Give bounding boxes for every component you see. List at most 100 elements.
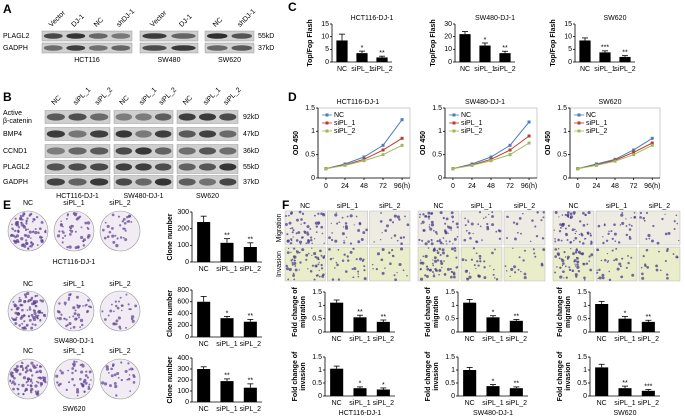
cell <box>314 221 318 225</box>
cell <box>571 269 575 273</box>
cell <box>300 236 304 239</box>
x-tick-label: siPL_2 <box>240 406 262 413</box>
panel-letter: B <box>3 90 12 104</box>
y-axis-label: Clone number <box>167 290 174 337</box>
marker <box>400 143 404 147</box>
colony <box>80 235 84 240</box>
legend-label: NC <box>586 112 596 119</box>
cell <box>338 221 341 224</box>
cell <box>542 248 546 251</box>
blot-strip <box>139 42 199 54</box>
colony <box>111 213 115 217</box>
cell <box>467 219 469 221</box>
y-tick-label: 15 <box>321 21 329 28</box>
bar <box>243 321 257 337</box>
colony <box>24 387 28 391</box>
lane-label: NC <box>119 95 131 107</box>
cell <box>516 231 519 234</box>
colony <box>17 226 21 229</box>
cell <box>429 268 433 272</box>
cell <box>352 247 355 250</box>
x-tick-label: siPL_2 <box>371 66 393 73</box>
x-tick-label: NC <box>199 266 209 273</box>
colony <box>120 361 123 364</box>
cell <box>308 252 310 255</box>
cell <box>293 255 296 258</box>
colony <box>76 313 81 317</box>
row-label: PLAGL2 <box>3 164 30 171</box>
cell <box>351 268 354 270</box>
x-tick-label: 96(h) <box>394 183 410 190</box>
legend-marker <box>577 121 581 125</box>
lane-label: siPL_2 <box>94 87 114 107</box>
marker <box>489 159 493 163</box>
blot-strip <box>41 30 133 42</box>
significance-label: ** <box>379 50 385 57</box>
cell <box>344 222 348 225</box>
cell <box>644 263 647 266</box>
cell <box>363 265 366 268</box>
blot-band <box>178 178 196 186</box>
colony <box>34 384 38 388</box>
cell <box>421 239 424 242</box>
colony <box>117 215 121 218</box>
lane-label: NC <box>182 95 194 107</box>
blot-band <box>178 163 196 171</box>
colony <box>117 376 120 379</box>
cell <box>346 255 350 258</box>
cell <box>574 250 578 254</box>
colony <box>129 308 132 311</box>
cell <box>580 233 584 237</box>
cell <box>597 249 600 251</box>
panel-letter: E <box>3 198 11 212</box>
cell <box>578 233 581 236</box>
cell <box>489 265 491 267</box>
cell <box>353 267 357 271</box>
cell <box>475 252 478 255</box>
cell <box>430 212 434 215</box>
y-tick-label: 15 <box>564 21 572 28</box>
row-label: GADPH <box>3 179 28 186</box>
colony <box>69 232 72 236</box>
colony <box>34 300 39 304</box>
marker <box>470 163 474 167</box>
x-tick-label: siPL_2 <box>638 400 660 407</box>
blot-band <box>135 178 152 186</box>
cell <box>431 271 434 274</box>
micrograph <box>595 210 638 246</box>
colony <box>12 228 15 231</box>
cell <box>588 255 591 258</box>
cell <box>330 238 334 242</box>
blot-band <box>66 33 86 39</box>
colony <box>40 385 42 387</box>
x-tick-label: siPL_2 <box>494 66 516 73</box>
bar <box>479 45 491 62</box>
colony <box>76 390 80 394</box>
lane-label: siPL_1 <box>72 87 92 107</box>
blot-band <box>115 147 133 155</box>
x-tick-label: NC <box>332 336 342 343</box>
marker <box>527 120 531 124</box>
cell <box>554 248 558 251</box>
cell <box>285 267 289 271</box>
legend-label: siPL_1 <box>586 120 608 127</box>
cell <box>672 253 675 255</box>
cell <box>567 224 571 227</box>
colony <box>74 309 77 312</box>
marker <box>527 134 531 138</box>
cell <box>311 247 313 249</box>
size-label: 36kD <box>243 148 259 155</box>
cell <box>291 263 294 266</box>
cell <box>305 253 309 257</box>
cell <box>558 257 561 260</box>
cell <box>575 256 578 259</box>
cell <box>558 230 562 233</box>
colony <box>25 381 28 384</box>
cell-line-label: SW480-DJ-1 <box>123 193 163 200</box>
colony <box>32 315 36 320</box>
colony <box>87 227 90 230</box>
cell <box>615 258 618 261</box>
y-tick-label: 0 <box>583 393 587 400</box>
colony <box>84 221 88 225</box>
cell <box>510 267 514 271</box>
